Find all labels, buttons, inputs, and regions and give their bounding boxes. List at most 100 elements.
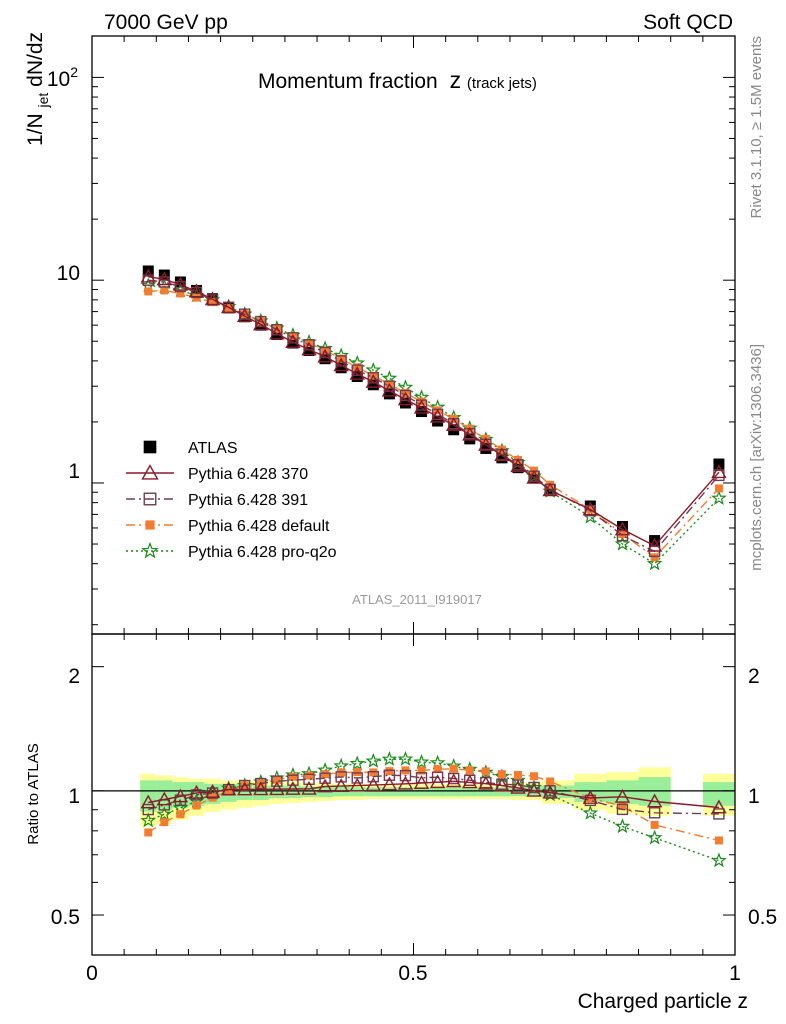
ratio-point-pythia-6-428-391-28 — [648, 807, 661, 819]
point-atlas-27 — [616, 521, 628, 533]
point-pythia-6-428-default-1 — [160, 286, 169, 295]
ratio-point-pythia-6-428-391-14 — [367, 771, 380, 783]
ratio-point-pythia-6-428-default-29 — [714, 836, 723, 845]
point-pythia-6-428-pro-q2o-28 — [646, 555, 663, 571]
ratio-point-pythia-6-428-370-22 — [494, 777, 510, 792]
point-pythia-6-428-391-13 — [351, 364, 363, 376]
point-pythia-6-428-370-13 — [349, 365, 365, 380]
ratio-point-pythia-6-428-391-15 — [383, 769, 396, 781]
point-pythia-6-428-default-2 — [176, 289, 185, 298]
header-left: 7000 GeV pp — [104, 11, 228, 34]
ratio-band-green-10 — [300, 786, 318, 798]
point-pythia-6-428-370-11 — [317, 348, 333, 363]
x-tick-0: 0 — [86, 962, 98, 985]
ratio-band-green-15 — [381, 787, 398, 797]
point-pythia-6-428-370-29 — [711, 464, 727, 479]
point-pythia-6-428-370-28 — [646, 537, 663, 552]
ratio-point-pythia-6-428-default-21 — [481, 767, 490, 776]
ratio-point-pythia-6-428-default-24 — [530, 772, 539, 781]
ratio-point-pythia-6-428-default-22 — [497, 770, 506, 779]
point-pythia-6-428-370-16 — [397, 391, 414, 406]
ratio-point-pythia-6-428-370-9 — [285, 781, 301, 795]
ratio-band-green-27 — [606, 780, 639, 804]
ratio-point-pythia-6-428-370-7 — [253, 781, 269, 796]
ratio-point-pythia-6-428-default-14 — [369, 768, 378, 777]
y-label-main-sub: jet — [35, 93, 51, 109]
analysis-label: ATLAS_2011_I919017 — [352, 592, 482, 607]
ratio-point-pythia-6-428-370-28 — [646, 793, 663, 808]
point-atlas-21 — [480, 442, 492, 454]
ratio-band-green-21 — [477, 787, 494, 797]
point-atlas-17 — [416, 406, 428, 418]
ratio-series — [140, 750, 727, 868]
legend-marker-pythia-6-428-370 — [141, 464, 159, 480]
ratio-band-green-20 — [461, 787, 478, 797]
ratio-point-pythia-6-428-default-27 — [618, 802, 627, 811]
ratio-point-pythia-6-428-370-0 — [140, 794, 156, 809]
point-pythia-6-428-370-8 — [269, 325, 285, 340]
ratio-point-pythia-6-428-370-18 — [429, 774, 446, 789]
ratio-line-pythia-6-428-370 — [148, 780, 719, 809]
point-pythia-6-428-391-3 — [190, 286, 203, 299]
ratio-point-pythia-6-428-default-17 — [417, 766, 426, 775]
ratio-point-pythia-6-428-default-15 — [385, 767, 394, 776]
ratio-point-pythia-6-428-391-10 — [303, 773, 315, 785]
y-tick-main-10: 10 — [57, 262, 80, 285]
ratio-point-pythia-6-428-default-2 — [176, 810, 185, 819]
ratio-point-pythia-6-428-default-25 — [546, 777, 555, 786]
ratio-point-pythia-6-428-pro-q2o-13 — [349, 755, 366, 771]
ratio-point-pythia-6-428-default-5 — [224, 786, 233, 795]
legend-marker-pythia-6-428-default — [145, 520, 155, 530]
point-pythia-6-428-370-27 — [614, 521, 631, 536]
y-tick-ratio-1-right: 1 — [748, 785, 760, 808]
main-series — [140, 265, 727, 571]
point-atlas-16 — [399, 397, 411, 409]
point-atlas-22 — [496, 452, 508, 464]
y-tick-ratio-0.5-right: 0.5 — [748, 906, 777, 929]
ratio-band-green-19 — [445, 787, 462, 797]
ratio-point-pythia-6-428-pro-q2o-0 — [140, 812, 157, 828]
ratio-point-pythia-6-428-391-27 — [616, 803, 629, 816]
point-pythia-6-428-391-16 — [399, 389, 412, 402]
point-pythia-6-428-370-1 — [156, 271, 173, 286]
ratio-band-green-13 — [349, 787, 366, 797]
ratio-band-green-1 — [156, 780, 173, 810]
ratio-point-pythia-6-428-default-3 — [192, 801, 201, 810]
point-pythia-6-428-370-18 — [429, 408, 446, 423]
ratio-point-pythia-6-428-pro-q2o-26 — [582, 804, 599, 820]
point-pythia-6-428-370-15 — [381, 382, 398, 397]
ratio-point-pythia-6-428-default-11 — [321, 770, 330, 779]
ratio-point-pythia-6-428-default-18 — [433, 765, 442, 774]
x-axis-label: Charged particle z — [578, 990, 748, 1013]
ratio-point-pythia-6-428-370-11 — [317, 778, 333, 793]
legend-label-atlas: ATLAS — [188, 440, 238, 457]
y-label-main-part1: 1/N — [24, 113, 47, 146]
point-atlas-12 — [335, 362, 347, 374]
ratio-point-pythia-6-428-pro-q2o-27 — [614, 818, 631, 834]
ratio-point-pythia-6-428-391-11 — [319, 772, 331, 784]
legend-label-pythia-6-428-391: Pythia 6.428 391 — [188, 492, 308, 509]
point-pythia-6-428-391-11 — [319, 346, 331, 359]
y-tick-ratio-2: 2 — [68, 665, 80, 688]
ratio-point-pythia-6-428-370-1 — [156, 791, 173, 806]
point-pythia-6-428-370-24 — [526, 469, 542, 484]
ratio-point-pythia-6-428-370-5 — [220, 781, 237, 796]
point-pythia-6-428-370-22 — [494, 447, 510, 462]
point-pythia-6-428-default-4 — [208, 298, 217, 307]
axes — [91, 35, 736, 956]
ratio-band-green-14 — [365, 787, 382, 797]
point-atlas-1 — [158, 269, 170, 281]
point-pythia-6-428-370-23 — [510, 458, 526, 473]
ratio-point-pythia-6-428-370-16 — [397, 775, 414, 790]
legend-label-pythia-6-428-pro-q2o: Pythia 6.428 pro-q2o — [188, 544, 337, 561]
ratio-point-pythia-6-428-default-19 — [449, 764, 458, 773]
ratio-point-pythia-6-428-391-13 — [351, 772, 363, 784]
y-tick-main-100: 102 — [47, 64, 78, 91]
side-text-top: Rivet 3.1.10, ≥ 1.5M events — [748, 36, 765, 219]
ratio-band-green-16 — [397, 787, 414, 797]
y-tick-ratio-0.5: 0.5 — [51, 906, 80, 929]
y-axis-label-ratio: Ratio to ATLAS — [25, 743, 42, 844]
ratio-point-pythia-6-428-391-24 — [528, 781, 540, 794]
point-pythia-6-428-370-19 — [445, 417, 462, 431]
